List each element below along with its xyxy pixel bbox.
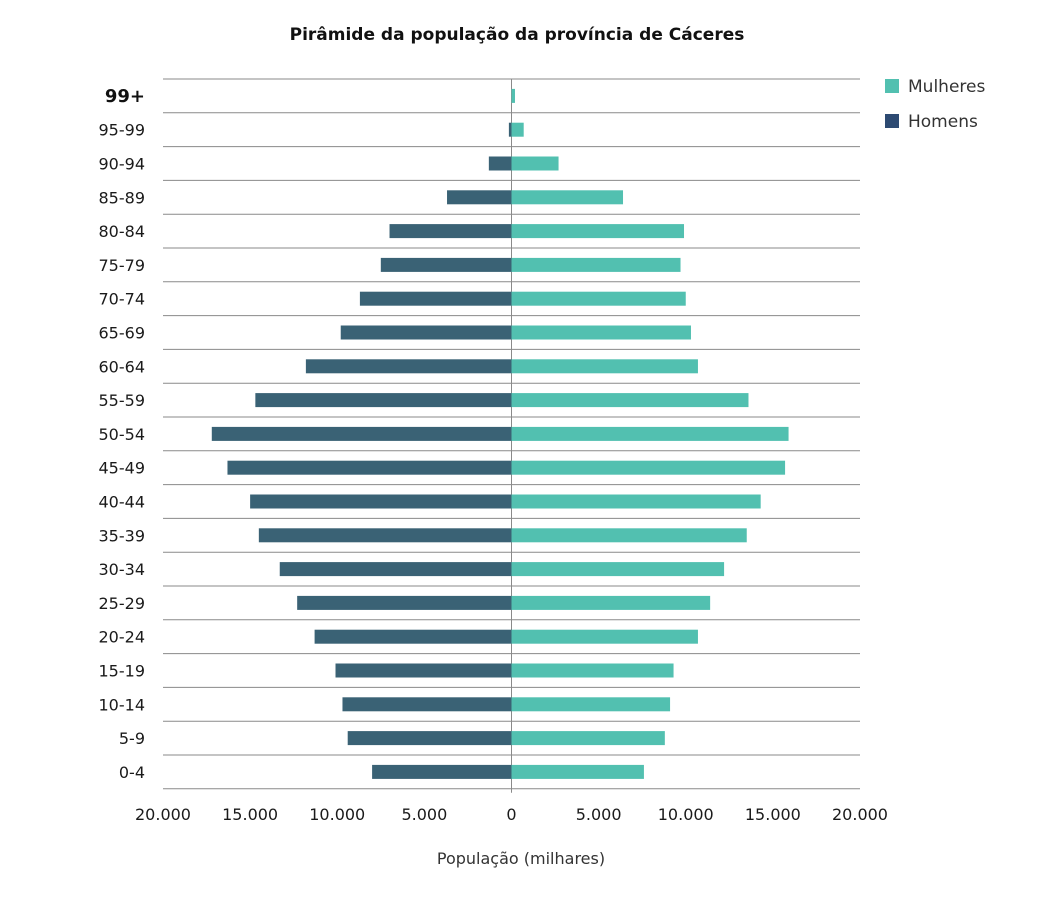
bar-homens-10-14: [342, 697, 512, 712]
bar-mulheres-0-4: [511, 764, 644, 779]
category-label: 5-9: [119, 729, 145, 748]
bar-homens-30-34: [279, 562, 512, 577]
legend: Mulheres Homens: [885, 77, 985, 132]
bar-mulheres-70-74: [511, 291, 686, 306]
x-tick-label: 10.000: [309, 805, 365, 824]
x-tick-label: 0: [506, 805, 516, 824]
bar-mulheres-20-24: [511, 629, 698, 644]
bar-homens-60-64: [305, 359, 512, 374]
bar-homens-5-9: [347, 731, 512, 746]
bars-layer: [211, 88, 789, 779]
category-label: 80-84: [99, 222, 146, 241]
category-label: 0-4: [119, 763, 145, 782]
category-label: 50-54: [99, 425, 146, 444]
category-label: 75-79: [99, 256, 146, 275]
bar-mulheres-90-94: [511, 156, 559, 171]
bar-mulheres-30-34: [511, 562, 725, 577]
bar-mulheres-80-84: [511, 224, 685, 239]
category-label: 25-29: [99, 594, 146, 613]
x-tick-label: 5.000: [401, 805, 447, 824]
category-label: 45-49: [99, 459, 146, 478]
legend-label: Homens: [908, 112, 978, 132]
category-label: 90-94: [99, 155, 146, 174]
category-label: 65-69: [99, 324, 146, 343]
category-label: 35-39: [99, 526, 146, 545]
bar-mulheres-25-29: [511, 595, 711, 610]
category-label: 95-99: [99, 121, 146, 140]
bar-homens-45-49: [227, 460, 512, 475]
x-tick-labels: 20.000 15.000 10.000 5.000 0 5.000 10.000 15.00…: [135, 805, 888, 824]
bar-mulheres-75-79: [511, 257, 681, 272]
bar-mulheres-55-59: [511, 393, 749, 408]
legend-swatch: [885, 114, 899, 128]
legend-label: Mulheres: [908, 77, 985, 97]
x-tick-label: 20.000: [135, 805, 191, 824]
category-label: 99+: [105, 86, 145, 107]
bar-homens-20-24: [314, 629, 512, 644]
bar-homens-85-89: [447, 190, 512, 205]
bar-mulheres-10-14: [511, 697, 671, 712]
bar-homens-65-69: [340, 325, 512, 340]
bar-homens-75-79: [380, 257, 512, 272]
bar-homens-50-54: [211, 426, 512, 441]
category-label: 60-64: [99, 357, 146, 376]
x-tick-label: 10.000: [658, 805, 714, 824]
x-tick-label: 20.000: [832, 805, 888, 824]
bar-mulheres-45-49: [511, 460, 786, 475]
bar-homens-15-19: [335, 663, 512, 678]
bar-mulheres-95-99: [511, 122, 524, 137]
category-label: 55-59: [99, 391, 146, 410]
bar-homens-25-29: [297, 595, 512, 610]
bar-mulheres-35-39: [511, 528, 747, 543]
legend-swatch: [885, 79, 899, 93]
bar-homens-90-94: [488, 156, 512, 171]
category-label: 20-24: [99, 628, 146, 647]
bar-mulheres-99+: [511, 88, 515, 103]
bar-homens-70-74: [359, 291, 512, 306]
bar-mulheres-40-44: [511, 494, 761, 509]
bar-homens-0-4: [372, 764, 512, 779]
category-label: 10-14: [99, 695, 146, 714]
bar-homens-80-84: [389, 224, 512, 239]
category-label: 15-19: [99, 662, 146, 681]
category-label: 85-89: [99, 188, 146, 207]
category-label: 30-34: [99, 560, 146, 579]
chart-title: Pirâmide da população da província de Cá…: [290, 25, 745, 45]
x-tick-label: 15.000: [745, 805, 801, 824]
bar-homens-95-99: [508, 122, 512, 137]
bar-homens-35-39: [258, 528, 512, 543]
category-label: 70-74: [99, 290, 146, 309]
bar-mulheres-5-9: [511, 731, 665, 746]
x-axis-title: População (milhares): [437, 849, 605, 868]
x-tick-label: 15.000: [222, 805, 278, 824]
bar-mulheres-50-54: [511, 426, 789, 441]
bar-mulheres-85-89: [511, 190, 624, 205]
x-tick-label: 5.000: [576, 805, 622, 824]
category-labels: 99+ 95-99 90-94 85-89 80-84 75-79 70-74 65-69 60…: [99, 86, 146, 782]
bar-mulheres-65-69: [511, 325, 691, 340]
bar-homens-40-44: [250, 494, 512, 509]
bar-mulheres-60-64: [511, 359, 698, 374]
bar-homens-55-59: [255, 393, 512, 408]
category-label: 40-44: [99, 493, 146, 512]
bar-mulheres-15-19: [511, 663, 674, 678]
